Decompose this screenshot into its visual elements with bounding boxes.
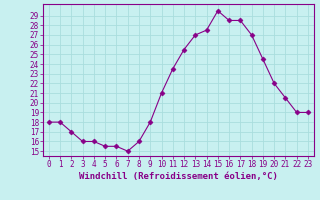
X-axis label: Windchill (Refroidissement éolien,°C): Windchill (Refroidissement éolien,°C) [79, 172, 278, 181]
